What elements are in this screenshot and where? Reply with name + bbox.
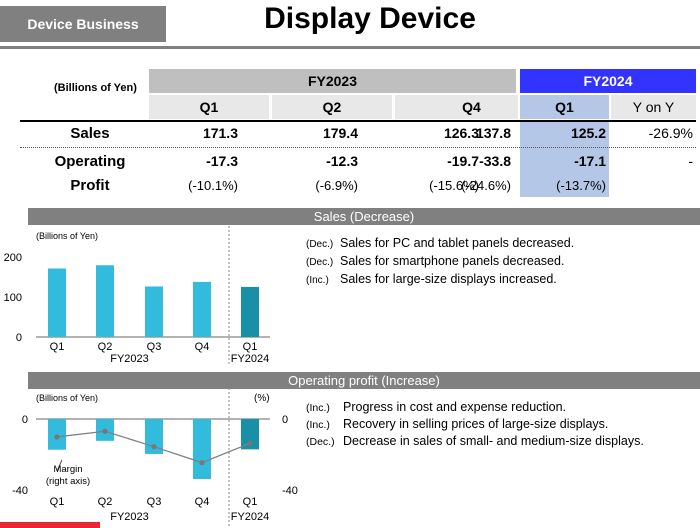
table-unit-label: (Billions of Yen) [54, 82, 137, 94]
note-text: Sales for PC and tablet panels decreased… [340, 236, 575, 250]
header-yoy: Y on Y [611, 95, 696, 119]
x-tick-label: Q3 [147, 341, 162, 353]
x-group-label: FY2023 [110, 353, 149, 365]
op-notes: (Inc.) Progress in cost and expense reduc… [306, 400, 644, 451]
op-note: (Inc.) Progress in cost and expense reduc… [306, 400, 644, 414]
sales-note: (Inc.) Sales for large-size displays incr… [306, 272, 574, 286]
op-section-bar: Operating profit (Increase) [28, 372, 700, 389]
x-tick-label: Q3 [147, 496, 162, 508]
right-axis-unit-label: (%) [254, 393, 270, 404]
header-q1: Q1 [149, 95, 269, 119]
sales-fy2023-q3: 126.3 [443, 125, 479, 141]
x-tick-label: Q1 [50, 496, 65, 508]
op-fy2023-q2: -12.3 [326, 153, 358, 169]
margin-label: (right axis) [46, 476, 90, 487]
margin-point [54, 434, 60, 440]
note-text: Recovery in selling prices of large-size… [343, 417, 609, 431]
header-q2: Q2 [272, 95, 392, 119]
sales-section-bar: Sales (Decrease) [28, 208, 700, 225]
bar [193, 281, 211, 337]
x-tick-label: Q4 [195, 496, 210, 508]
header-q4: Q4 [425, 95, 518, 119]
chart-unit-label: (Billions of Yen) [36, 231, 98, 241]
x-tick-label: Q2 [98, 496, 113, 508]
fy2024-column-highlight [520, 121, 609, 197]
y-tick-label: -40 [12, 485, 28, 497]
margin-fy2023-q2: (-6.9%) [315, 178, 358, 193]
x-group-label: FY2024 [231, 511, 270, 523]
op-fy2023-q1: -17.3 [206, 153, 238, 169]
sales-yoy: -26.9% [648, 125, 693, 141]
op-fy2024-q1: -17.1 [574, 153, 606, 169]
x-tick-label: Q1 [50, 341, 65, 353]
x-tick-label: Q2 [98, 341, 113, 353]
sales-note: (Dec.) Sales for smartphone panels decrea… [306, 254, 574, 268]
x-group-label: FY2024 [231, 353, 270, 365]
operating-profit-chart: (Billions of Yen) (%) 0 -40 0 -40 Q1 Q2 Q3 Q4 Q1 FY… [12, 388, 298, 528]
fy2024-header: FY2024 [520, 69, 696, 93]
margin-fy2023-q3: (-15.6%) [429, 178, 479, 193]
y-tick-label: 100 [4, 292, 22, 304]
op-note: (Dec.) Decrease in sales of small- and me… [306, 434, 644, 448]
bar [145, 286, 163, 337]
margin-point [102, 428, 108, 434]
sales-fy2024-q1: 125.2 [570, 125, 606, 141]
bar [48, 268, 66, 337]
page-title: Display Device [264, 2, 476, 35]
op-note: (Inc.) Recovery in selling prices of larg… [306, 417, 644, 431]
margin-callout-line [56, 459, 63, 472]
bar [193, 419, 211, 479]
note-tag: (Dec.) [306, 257, 334, 268]
op-yoy: - [688, 153, 693, 169]
title-divider [0, 46, 700, 49]
sales-fy2023-q2: 179.4 [322, 125, 358, 141]
row-label-sales: Sales [70, 125, 110, 142]
sales-notes: (Dec.) Sales for PC and tablet panels dec… [306, 236, 574, 290]
note-text: Sales for large-size displays increased. [340, 272, 557, 286]
row-label-profit: Profit [70, 177, 110, 194]
margin-fy2023-q4: (-24.6%) [461, 178, 511, 193]
brand-logo-fragment [0, 522, 100, 528]
table-rule-mid [20, 147, 696, 148]
note-tag: (Inc.) [306, 402, 330, 414]
x-tick-label: Q4 [195, 341, 210, 353]
op-fy2023-q4: -33.8 [479, 153, 511, 169]
margin-fy2023-q1: (-10.1%) [188, 178, 238, 193]
note-tag: (Dec.) [306, 436, 335, 448]
sales-note: (Dec.) Sales for PC and tablet panels dec… [306, 236, 574, 250]
fy2023-header: FY2023 [149, 69, 516, 93]
margin-fy2024-q1: (-13.7%) [556, 178, 606, 193]
op-fy2023-q3: -19.7 [447, 153, 479, 169]
x-tick-label: Q1 [243, 496, 258, 508]
business-badge: Device Business [0, 6, 166, 42]
sales-chart: (Billions of Yen) 200 100 0 Q1 Q2 Q3 Q4 Q1 FY2023… [4, 226, 270, 366]
chart-unit-label: (Billions of Yen) [36, 393, 98, 403]
x-tick-label: Q1 [243, 341, 258, 353]
note-text: Decrease in sales of small- and medium-s… [343, 434, 644, 448]
note-tag: (Inc.) [306, 275, 329, 286]
row-label-operating: Operating [54, 153, 126, 170]
right-y-tick-label: 0 [282, 414, 288, 426]
header-fy2024-q1: Q1 [520, 95, 609, 119]
sales-fy2023-q1: 171.3 [202, 125, 238, 141]
margin-point [247, 440, 253, 446]
right-y-tick-label: -40 [282, 485, 298, 497]
margin-point [151, 444, 157, 450]
bar [241, 286, 259, 337]
table-rule-top [20, 120, 696, 122]
margin-label: Margin [53, 464, 82, 475]
note-text: Progress in cost and expense reduction. [343, 400, 567, 414]
note-tag: (Inc.) [306, 419, 330, 431]
x-group-label: FY2023 [110, 511, 149, 523]
bar [96, 265, 114, 337]
y-tick-label: 0 [22, 414, 28, 426]
y-tick-label: 200 [4, 252, 22, 264]
y-tick-label: 0 [16, 332, 22, 344]
note-text: Sales for smartphone panels decreased. [340, 254, 565, 268]
margin-point [199, 460, 205, 466]
sales-fy2023-q4: 137.8 [475, 125, 511, 141]
bar [241, 419, 259, 450]
note-tag: (Dec.) [306, 239, 334, 250]
